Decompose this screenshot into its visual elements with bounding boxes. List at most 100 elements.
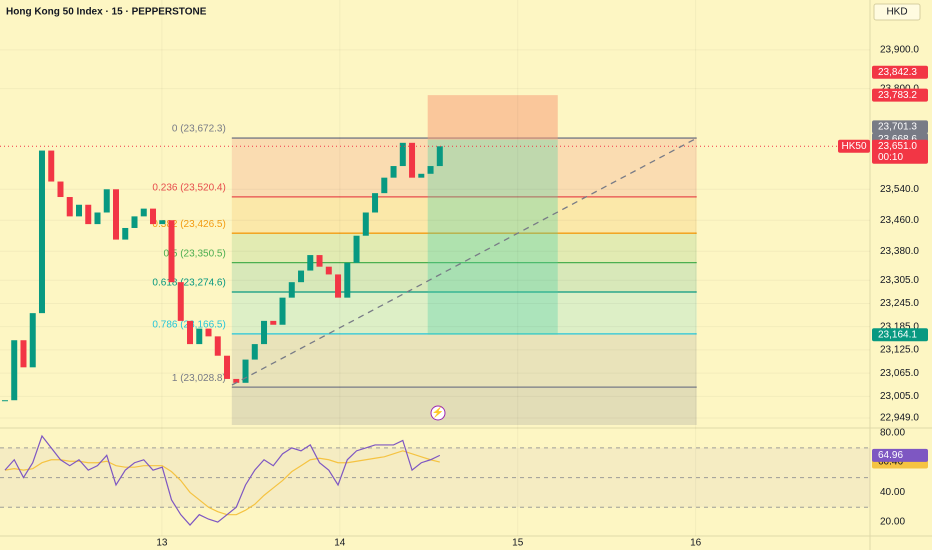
candle-body [214,336,221,356]
candle-body [399,142,406,167]
x-tick-label: 13 [156,538,168,549]
candle-body [362,212,369,236]
y-tick-label: 23,540.0 [880,184,919,195]
candle-body [177,282,184,321]
rsi-value-label: 64.96 [878,450,903,461]
candle-body [131,216,138,228]
candle-body [381,177,388,194]
stop-zone [427,95,558,140]
candle-body [344,262,351,298]
fib-band [231,196,697,234]
rsi-value-label: 60.46 [878,457,903,468]
y-tick-label: 23,305.0 [880,275,919,286]
price-label-box [872,65,928,79]
fib-band [231,292,697,334]
fib-band [231,333,697,388]
candle-body [140,208,147,217]
price-label: 23,651.0 [878,141,917,152]
candle-body [57,181,64,198]
x-tick-label: 16 [690,538,702,549]
candle-body [196,328,203,345]
price-label: 23,668.6 [878,134,917,145]
candle-body [122,227,129,240]
candle-body [205,328,212,337]
fib-label: 0 (23,672.3) [172,124,226,135]
candle-body [261,320,268,345]
rsi-value-box [872,448,928,462]
x-tick-label: 14 [334,538,346,549]
y-tick-label: 23,460.0 [880,215,919,226]
candle-body [279,297,286,325]
candle-body [168,220,175,283]
candle-body [325,266,332,275]
price-label-box [872,88,928,102]
price-label: 23,164.1 [878,329,917,340]
candle-body [38,150,45,314]
candle-body [94,212,101,225]
chart-title: Hong Kong 50 Index · 15 · PEPPERSTONE [6,7,207,18]
symbol-label: HK50 [841,141,866,152]
fib-band [231,387,697,425]
candle-body [418,173,425,178]
event-icon[interactable] [430,405,446,421]
price-label-box [872,328,928,342]
candle-body [85,204,92,225]
candle-body [409,142,416,178]
y-tick-label: 23,005.0 [880,391,919,402]
currency[interactable]: HKD [886,7,907,18]
candle-body [1,400,8,402]
candle-body [335,274,342,298]
candle-body [159,220,166,225]
y-tick-label: 22,949.0 [880,413,919,424]
fib-label: 0.5 (23,350.5) [164,248,226,259]
price-label: 23,783.2 [878,90,917,101]
y-tick-label: 23,185.0 [880,321,919,332]
countdown: 00:10 [878,152,903,163]
price-label-box [872,139,928,164]
candle-body [224,355,231,379]
candle-body [372,193,379,213]
price-label-box [872,120,928,134]
candle-body [233,378,240,383]
rsi-tick-label: 20.00 [880,517,905,528]
symbol-box [838,139,870,153]
candle-body [187,320,194,345]
y-tick-label: 23,065.0 [880,368,919,379]
candle-body [66,197,73,217]
rsi-line [4,434,441,526]
target-zone [427,139,558,335]
y-tick-label: 23,900.0 [880,45,919,56]
candle-body [150,208,157,225]
price-label: 23,701.3 [878,121,917,132]
y-tick-label: 23,380.0 [880,246,919,257]
x-tick-label: 15 [512,538,524,549]
candle-body [316,255,323,267]
fib-label: 0.382 (23,426.5) [152,219,225,230]
candle-body [298,270,305,283]
fib-label: 0.236 (23,520.4) [152,183,225,194]
candle-body [29,313,36,368]
rsi-tick-label: 40.00 [880,487,905,498]
rsi-tick-label: 80.00 [880,428,905,439]
candle-body [436,146,443,167]
candle-body [270,320,277,325]
candle-body [75,204,82,217]
event-icon-glyph[interactable]: ⚡ [432,406,444,419]
candle-body [103,189,110,213]
candle-body [390,166,397,178]
fib-label: 0.618 (23,274.6) [152,278,225,289]
currency-box[interactable] [873,3,921,21]
candle-body [11,340,18,401]
fib-label: 1 (23,028.8) [172,373,226,384]
candle-body [251,344,258,360]
candle-body [20,340,27,368]
candle-body [427,166,434,174]
candle-body [353,235,360,263]
price-label: 23,842.3 [878,67,917,78]
candle-body [307,255,314,271]
y-tick-label: 23,125.0 [880,345,919,356]
candle-body [113,189,119,240]
y-tick-label: 23,245.0 [880,298,919,309]
